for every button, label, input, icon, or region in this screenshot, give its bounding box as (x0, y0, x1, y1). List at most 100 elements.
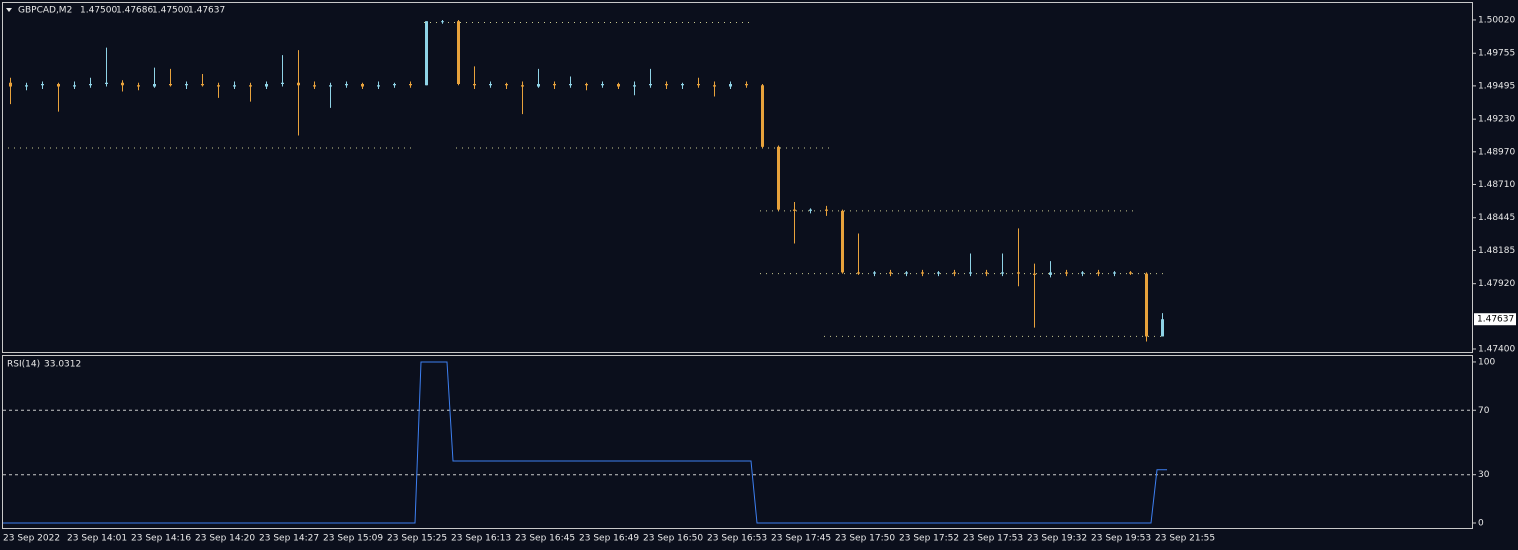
candle-body (633, 85, 636, 87)
candle-body (1145, 273, 1148, 337)
y-tick-label: 0 (1478, 519, 1484, 529)
y-tick-label: 1.49755 (1478, 49, 1515, 59)
candle-body (473, 84, 476, 86)
y-tick-label: 1.48185 (1478, 246, 1515, 256)
candle-body (249, 85, 252, 87)
candle-body (953, 272, 956, 274)
x-tick-label: 23 Sep 14:20 (195, 534, 255, 544)
candle-body (169, 84, 172, 86)
rsi-panel (2, 355, 1473, 529)
symbol-title: GBPCAD,M2 (18, 6, 72, 16)
x-tick-label: 23 Sep 16:45 (515, 534, 575, 544)
price-label-box (1474, 313, 1516, 326)
candle-body (713, 85, 716, 87)
candle-body (1065, 272, 1068, 274)
y-tick-label: 1.48710 (1478, 180, 1515, 190)
x-tick-label: 23 Sep 14:01 (67, 534, 127, 544)
y-tick-label: 1.48445 (1478, 213, 1515, 223)
candle-body (569, 84, 572, 86)
candle-body (425, 21, 428, 86)
candle-body (841, 210, 844, 273)
candle-body (777, 146, 780, 210)
candle-body (601, 84, 604, 86)
x-tick-label: 23 Sep 19:53 (1091, 534, 1151, 544)
candle-body (25, 85, 28, 87)
candle-body (1129, 272, 1132, 274)
y-tick-label: 100 (1478, 357, 1495, 367)
y-tick-label: 1.49230 (1478, 115, 1515, 125)
candle-body (921, 272, 924, 274)
candle-body (681, 84, 684, 86)
candle-body (361, 84, 364, 87)
candle-body (217, 85, 220, 87)
candle-body (761, 85, 764, 147)
candle-body (329, 85, 332, 87)
menu-arrow (6, 8, 12, 12)
candle-body (233, 85, 236, 87)
candle-body (377, 85, 380, 87)
candle-body (153, 84, 156, 87)
x-tick-label: 23 Sep 16:53 (707, 534, 767, 544)
candle-body (41, 84, 44, 86)
candle-body (121, 82, 124, 86)
x-tick-label: 23 Sep 17:52 (899, 534, 959, 544)
candle-body (201, 84, 204, 86)
candle-body (809, 209, 812, 211)
candle-body (617, 84, 620, 87)
ohlc-high: 1.47686 (116, 6, 153, 16)
candle-body (265, 84, 268, 87)
candle-body (537, 84, 540, 87)
candle-body (1113, 272, 1116, 274)
candle-body (985, 272, 988, 274)
candle-body (1081, 272, 1084, 274)
y-tick-label: 1.49495 (1478, 81, 1515, 91)
candle-body (857, 272, 860, 274)
candle-body (393, 84, 396, 86)
candle-body (937, 272, 940, 274)
x-tick-label: 23 Sep 15:25 (387, 534, 447, 544)
y-tick-label: 30 (1478, 470, 1490, 480)
candle-body (9, 82, 12, 87)
candle-body (505, 84, 508, 86)
x-tick-label: 23 Sep 17:53 (963, 534, 1023, 544)
candle-body (585, 84, 588, 86)
candle-body (297, 82, 300, 86)
candle-body (57, 84, 60, 87)
x-tick-label: 23 Sep 15:09 (323, 534, 383, 544)
candle-body (345, 84, 348, 86)
x-tick-label: 23 Sep 17:50 (835, 534, 895, 544)
candle-body (1033, 273, 1036, 275)
candle-body (553, 84, 556, 86)
candle-body (665, 84, 668, 86)
rsi-title: RSI(14) (7, 360, 40, 370)
candle-body (905, 272, 908, 274)
candle-body (825, 209, 828, 211)
ohlc-close: 1.47637 (188, 6, 225, 16)
x-tick-label: 23 Sep 16:49 (579, 534, 639, 544)
y-tick-label: 1.47920 (1478, 279, 1515, 289)
candle-body (489, 84, 492, 86)
candle-body (969, 272, 972, 274)
y-tick-label: 1.47400 (1478, 344, 1515, 354)
price-label: 1.47637 (1477, 315, 1514, 325)
x-tick-label: 23 Sep 16:50 (643, 534, 703, 544)
y-tick-label: 70 (1478, 406, 1490, 416)
x-tick-label: 23 Sep 14:16 (131, 534, 191, 544)
candle-body (73, 85, 76, 87)
candle-body (873, 272, 876, 274)
price-panel (2, 2, 1473, 353)
candle-body (1001, 272, 1004, 274)
candle-body (441, 21, 444, 23)
ohlc-low: 1.47500 (152, 6, 189, 16)
candle-body (793, 209, 796, 211)
ohlc-open: 1.47500 (80, 6, 117, 16)
candle-body (649, 84, 652, 86)
x-tick-label: 23 Sep 17:45 (771, 534, 831, 544)
y-tick-label: 1.48970 (1478, 147, 1515, 157)
x-tick-label: 23 Sep 21:55 (1155, 534, 1215, 544)
candle-body (89, 84, 92, 86)
candle-body (1049, 272, 1052, 275)
